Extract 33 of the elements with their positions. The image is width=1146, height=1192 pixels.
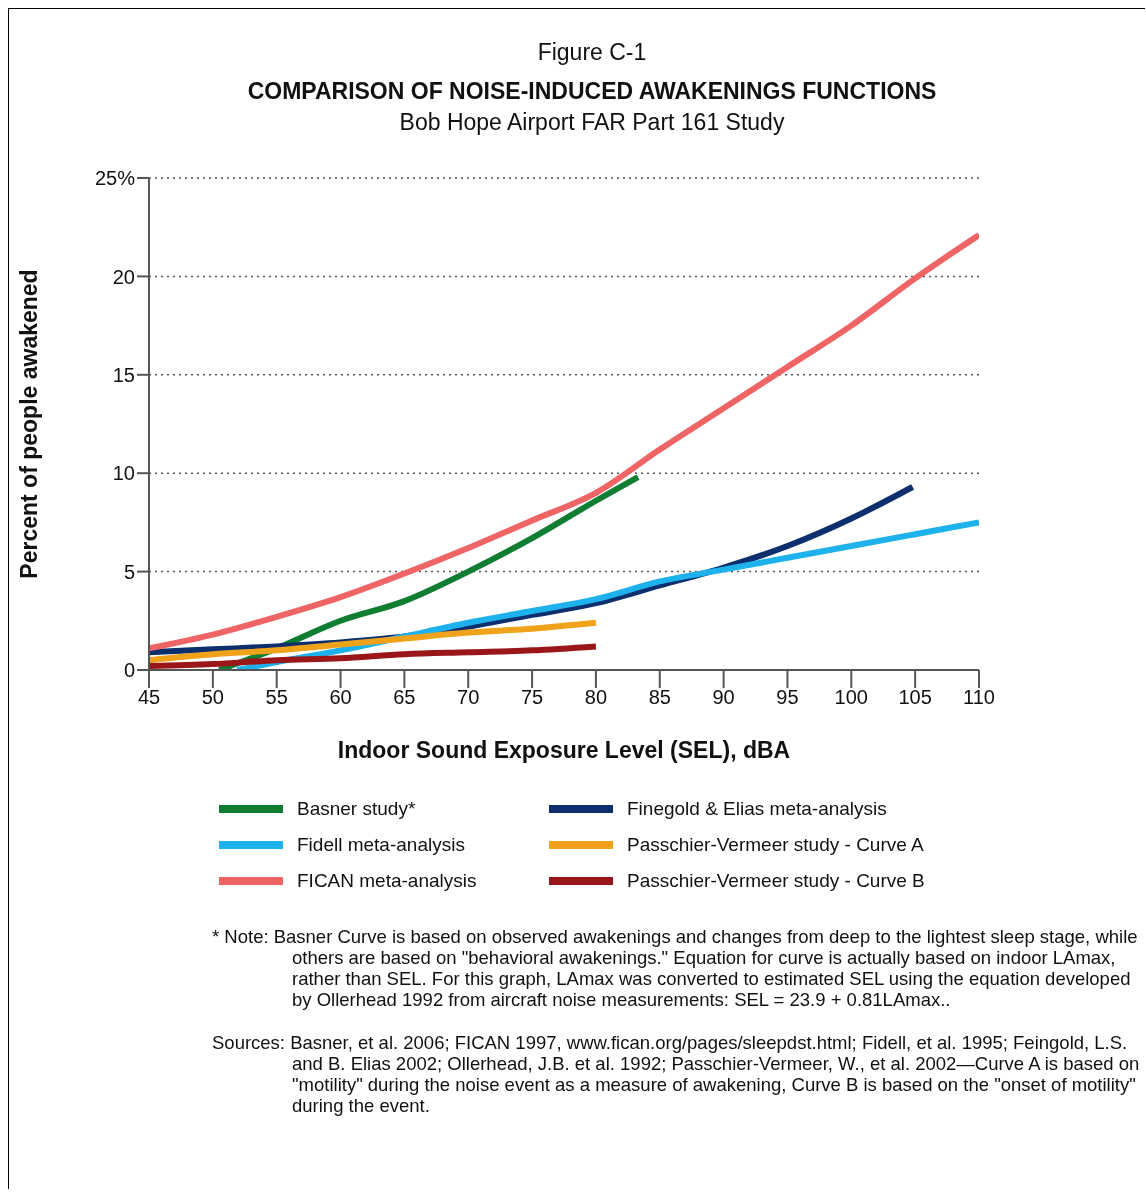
x-tick-label: 65	[393, 686, 416, 709]
text: Figure C-1	[536, 39, 648, 66]
x-tick-label: 100	[834, 686, 868, 709]
legend-label: Passchier-Vermeer study - Curve B	[627, 870, 925, 892]
source-note: Sources: Basner, et al. 2006; FICAN 1997, www.fican.org/pages/sleepdst.html; Fidell, et al. 1995; Feingold, L.S. and B. Elias 2002; Ollerhead, J.B. et al. 1992; Passchier-Vermeer, W., et al. 2002—Curve A is based on "motility" during the noise event as a measure of awakening, Curve B is based on the "onset of motility" during the event.	[212, 1032, 1141, 1116]
y-tick-label: 5	[123, 560, 135, 583]
x-tick-label: 45	[137, 686, 161, 709]
x-tick-label: 75	[520, 686, 544, 709]
y-axis-title: Percent of people awakened	[16, 269, 43, 579]
chart-subtitle: Bob Hope Airport FAR Part 161 Study	[398, 109, 786, 136]
x-tick-label: 85	[648, 686, 671, 709]
y-tick-label: 25%	[94, 167, 136, 190]
x-axis-title: Indoor Sound Exposure Level (SEL), dBA	[337, 737, 791, 763]
x-tick-label: 95	[776, 686, 799, 709]
y-tick-label: 15	[112, 363, 135, 386]
legend-label: Basner study*	[297, 798, 416, 820]
x-tick-label: 90	[712, 686, 735, 709]
y-tick-label: 20	[112, 265, 135, 288]
x-tick-label: 80	[584, 686, 608, 709]
y-tick-label: 0	[123, 659, 135, 682]
legend-label: Fidell meta-analysis	[297, 834, 465, 856]
x-tick-label: 50	[201, 686, 224, 709]
legend-label: FICAN meta-analysis	[297, 870, 477, 892]
y-tick-label: 10	[112, 462, 135, 485]
x-tick-label: 60	[329, 686, 352, 709]
x-tick-label: 105	[898, 686, 932, 709]
legend-label: Passchier-Vermeer study - Curve A	[627, 834, 924, 856]
x-tick-label: 55	[265, 686, 288, 709]
x-tick-label: 110	[963, 686, 995, 709]
legend-label: Finegold & Elias meta-analysis	[627, 798, 887, 820]
chart-title: COMPARISON OF NOISE-INDUCED AWAKENINGS FUNCTIONS	[246, 78, 938, 105]
text: * Note: Basner Curve is based on observed awakenings and changes from deep to the lightest sleep stage, while others are based on "behavioral awakenings." Equation for curve is actually based on indoor LAmax, rather than SEL. For this graph, LAmax was converted to estimated SEL using the equation developed by Ollerhead 1992 from aircraft noise measurements: SEL = 23.9 + 0.81LAmax..	[212, 926, 1139, 1010]
x-tick-label: 70	[457, 686, 480, 709]
